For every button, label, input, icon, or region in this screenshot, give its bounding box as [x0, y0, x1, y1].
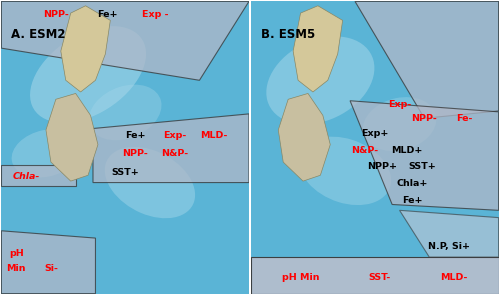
Text: NPP-: NPP- [412, 114, 437, 123]
Text: NPP-: NPP- [122, 150, 148, 158]
Ellipse shape [89, 85, 162, 140]
Ellipse shape [363, 97, 436, 151]
Text: Fe+: Fe+ [125, 131, 146, 140]
Text: Exp-: Exp- [388, 100, 411, 109]
Text: Min: Min [6, 264, 26, 273]
Polygon shape [2, 165, 76, 186]
Text: Fe+: Fe+ [402, 196, 422, 205]
Text: Si-: Si- [44, 264, 58, 273]
Text: SST-: SST- [368, 273, 391, 282]
Text: SST+: SST+ [112, 168, 139, 177]
Polygon shape [46, 94, 98, 181]
Ellipse shape [12, 129, 80, 177]
Polygon shape [251, 257, 498, 294]
Text: Exp-: Exp- [163, 131, 186, 140]
Ellipse shape [30, 26, 146, 123]
Ellipse shape [105, 147, 195, 218]
FancyBboxPatch shape [251, 1, 498, 294]
Text: MLD+: MLD+ [392, 146, 422, 155]
Polygon shape [350, 101, 498, 210]
Text: A. ESM2: A. ESM2 [12, 28, 66, 41]
Text: N.P, Si+: N.P, Si+ [428, 242, 470, 251]
Polygon shape [355, 1, 498, 118]
Ellipse shape [299, 137, 391, 205]
Text: Chla+: Chla+ [396, 179, 428, 188]
Text: pH: pH [9, 249, 24, 258]
Polygon shape [278, 94, 330, 181]
Text: N&P-: N&P- [161, 150, 188, 158]
Polygon shape [2, 231, 96, 294]
Polygon shape [93, 114, 249, 183]
Text: Exp -: Exp - [142, 10, 168, 19]
Text: N&P-: N&P- [352, 146, 378, 155]
Text: SST+: SST+ [408, 162, 436, 171]
Text: Fe-: Fe- [456, 114, 472, 123]
Text: Chla-: Chla- [12, 172, 40, 181]
Polygon shape [293, 6, 343, 92]
Text: pH Min: pH Min [282, 273, 320, 282]
Polygon shape [61, 6, 110, 92]
Text: Fe+: Fe+ [98, 10, 118, 19]
Text: MLD-: MLD- [440, 273, 468, 282]
Polygon shape [2, 1, 249, 80]
Text: NPP+: NPP+ [368, 162, 398, 171]
Polygon shape [400, 210, 498, 257]
Text: B. ESM5: B. ESM5 [261, 28, 315, 41]
Ellipse shape [266, 36, 374, 124]
Text: MLD-: MLD- [200, 131, 228, 140]
FancyBboxPatch shape [2, 1, 249, 294]
Text: Exp+: Exp+ [361, 129, 388, 138]
Text: NPP-: NPP- [43, 10, 68, 19]
